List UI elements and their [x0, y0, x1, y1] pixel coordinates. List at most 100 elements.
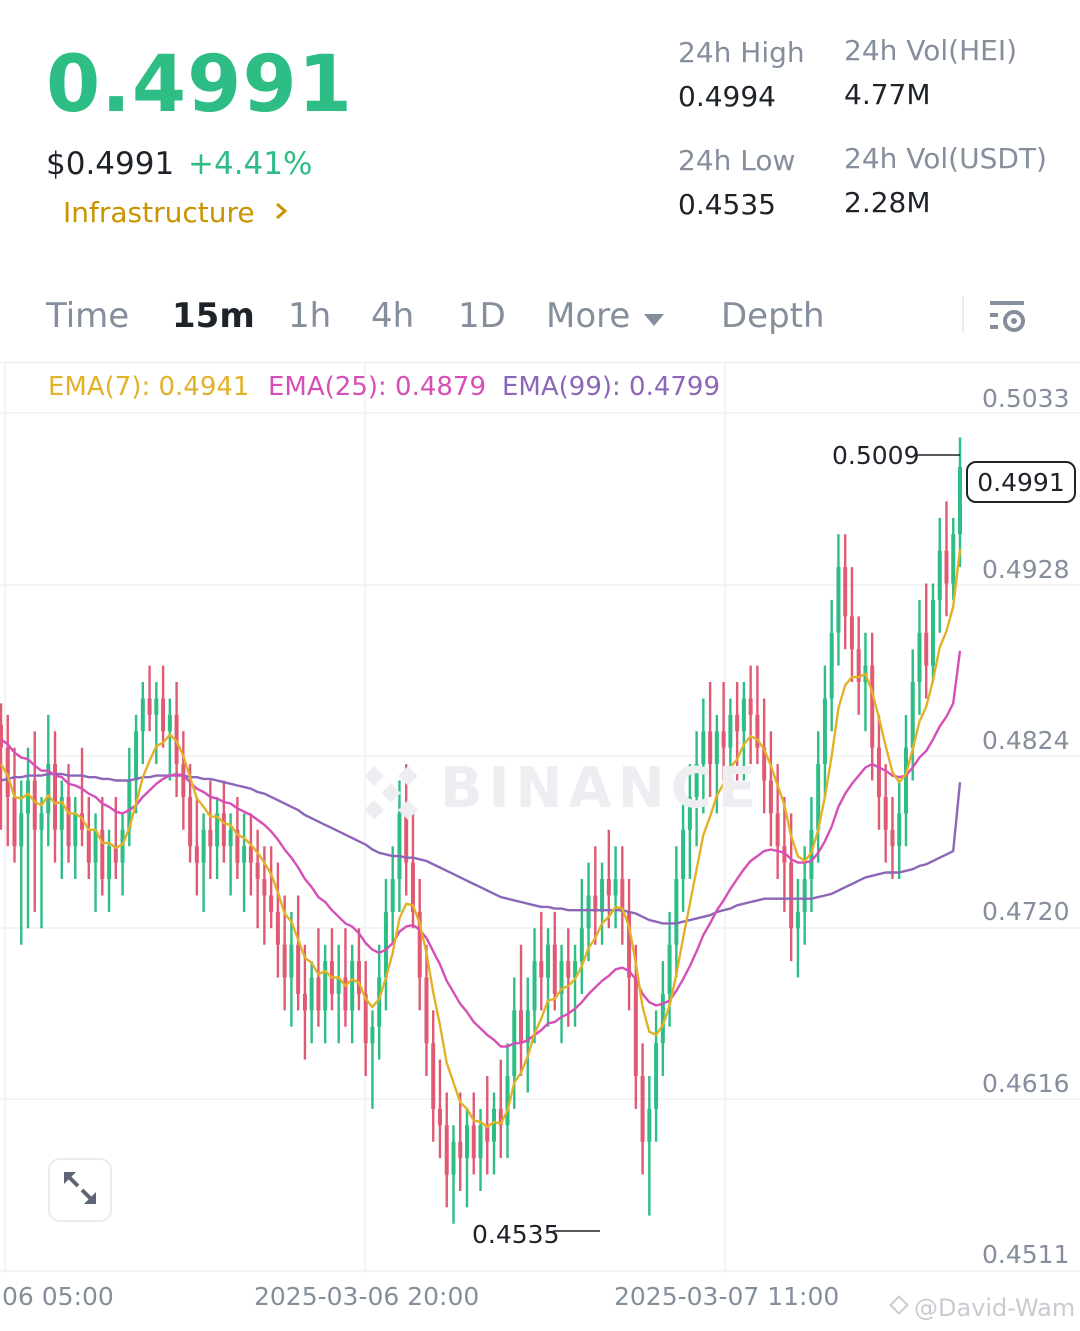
candle-body [748, 698, 753, 715]
ema-lines [0, 548, 962, 1129]
candle-body [100, 829, 105, 880]
candle [755, 665, 760, 765]
candle [248, 813, 253, 896]
candle [937, 517, 942, 633]
tab-1d[interactable]: 1D [458, 296, 506, 336]
candle-body [586, 895, 591, 929]
candle [323, 944, 328, 1044]
candle-body [53, 764, 58, 830]
candle-body [451, 1141, 456, 1175]
candle-body [113, 846, 118, 863]
candle [329, 928, 334, 1011]
candle [944, 501, 949, 617]
candle [417, 879, 422, 1011]
candle [134, 714, 139, 814]
sector-link[interactable]: Infrastructure [63, 196, 289, 229]
chart-settings-icon[interactable] [988, 298, 1028, 334]
candle [876, 714, 881, 830]
tab-15m[interactable]: 15m [172, 296, 255, 336]
candle [181, 731, 186, 830]
candle [708, 682, 713, 797]
candle-body [275, 911, 280, 945]
candle [404, 764, 409, 896]
candle-body [816, 764, 821, 830]
candle [19, 780, 24, 945]
candle-body [930, 599, 935, 666]
candle [883, 764, 888, 863]
candle [856, 616, 861, 715]
candle [687, 764, 692, 880]
y-axis-label: 0.4511 [982, 1240, 1070, 1269]
candle-body [26, 780, 31, 814]
candle [768, 731, 773, 847]
candle [586, 862, 591, 962]
low-value: 0.4535 [678, 188, 776, 221]
candle-body [924, 632, 929, 666]
candle-body [843, 567, 848, 617]
candle [363, 961, 368, 1077]
candle [593, 846, 598, 945]
credit-text: @David-Wam [914, 1294, 1076, 1322]
tabs-divider [962, 296, 964, 332]
candle [728, 698, 733, 797]
candle [356, 928, 361, 1011]
candle-body [120, 829, 125, 863]
candlestick-chart[interactable] [0, 363, 1080, 1273]
candle-body [336, 977, 341, 994]
high-value: 0.4994 [678, 80, 776, 113]
candle-body [802, 879, 807, 912]
x-axis-label: 2025-03-07 11:00 [614, 1282, 840, 1311]
candle [836, 534, 841, 666]
candle-body [654, 1043, 659, 1109]
fullscreen-button[interactable] [48, 1158, 112, 1222]
candle-body [289, 944, 294, 978]
candle [437, 1059, 442, 1159]
tab-4h[interactable]: 4h [371, 296, 415, 336]
candle [201, 813, 206, 912]
ema7-readout: EMA(7): 0.4941 [48, 372, 250, 402]
candle-body [5, 747, 10, 797]
candle-body [32, 780, 37, 830]
candle [532, 928, 537, 1044]
candle [640, 1043, 645, 1175]
tab-time[interactable]: Time [46, 296, 130, 336]
candle-body [728, 714, 733, 748]
candle-body [46, 764, 51, 814]
candle [735, 682, 740, 781]
candle [701, 698, 706, 814]
candle-body [242, 846, 247, 863]
candle [505, 1043, 510, 1159]
candle-body [154, 698, 159, 715]
interval-tabs: Time 15m 1h 4h 1D More Depth [0, 296, 1080, 348]
vol-base-value: 4.77M [844, 78, 931, 111]
tab-more-label: More [546, 296, 631, 336]
candle-body [161, 698, 166, 732]
vol-base-label: 24h Vol(HEI) [844, 34, 1018, 67]
candle-body [12, 796, 17, 847]
credit-watermark: @David-Wam [888, 1294, 1075, 1322]
candle-body [248, 846, 253, 863]
tab-1h[interactable]: 1h [288, 296, 332, 336]
tab-depth[interactable]: Depth [721, 296, 825, 336]
candle-body [410, 862, 415, 912]
candle-body [93, 829, 98, 863]
candle-body [505, 1076, 510, 1126]
candle-body [546, 944, 551, 978]
candle-body [431, 1043, 436, 1109]
ema25-line [0, 650, 962, 1048]
candle-body [917, 632, 922, 683]
candle-body [701, 731, 706, 765]
candle [458, 1092, 463, 1191]
candle [795, 879, 800, 978]
candle [606, 829, 611, 929]
candle-body [937, 550, 942, 600]
candle-body [687, 796, 692, 830]
candle-body [356, 961, 361, 994]
tab-more[interactable]: More [546, 296, 665, 336]
y-axis-label: 0.4616 [982, 1069, 1070, 1098]
candle [829, 599, 834, 732]
candle-body [958, 466, 962, 535]
candle [100, 796, 105, 896]
candle [377, 944, 382, 1060]
candle-body [471, 1125, 476, 1159]
